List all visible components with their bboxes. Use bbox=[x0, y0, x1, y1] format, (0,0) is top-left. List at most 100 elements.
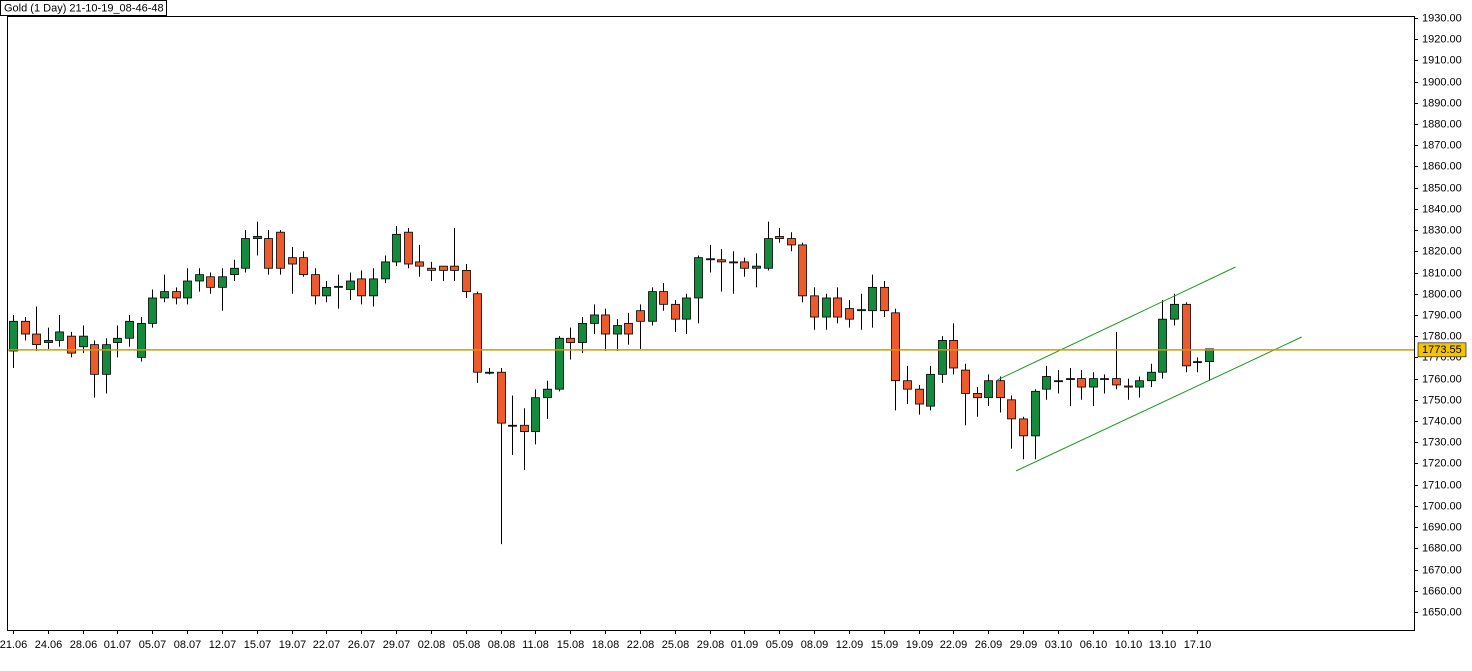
x-tick-label: 29.08 bbox=[697, 639, 725, 651]
candle-body bbox=[32, 333, 41, 346]
candle-body bbox=[1205, 348, 1214, 363]
candle-body bbox=[1182, 303, 1191, 367]
y-tick-label: 1880.00 bbox=[1422, 118, 1462, 130]
candle-body bbox=[1135, 380, 1144, 388]
candle-body bbox=[648, 291, 657, 322]
y-tick-label: 1660.00 bbox=[1422, 585, 1462, 597]
candle-body bbox=[439, 265, 448, 271]
candle-body bbox=[543, 388, 552, 399]
candle-body bbox=[113, 337, 122, 343]
y-tick-label: 1730.00 bbox=[1422, 436, 1462, 448]
candle-body bbox=[218, 276, 227, 288]
candle-body bbox=[520, 424, 529, 433]
x-tick-label: 15.07 bbox=[244, 639, 272, 651]
candle-body bbox=[334, 285, 343, 288]
candle-body bbox=[230, 267, 239, 276]
y-tick-label: 1760.00 bbox=[1422, 373, 1462, 385]
candle-body bbox=[102, 344, 111, 375]
x-tick-label: 15.08 bbox=[557, 639, 585, 651]
candle-body bbox=[183, 280, 192, 299]
y-tick-label: 1900.00 bbox=[1422, 76, 1462, 88]
x-tick-label: 05.07 bbox=[139, 639, 167, 651]
y-tick-label: 1800.00 bbox=[1422, 288, 1462, 300]
y-tick-label: 1650.00 bbox=[1422, 606, 1462, 618]
candle-body bbox=[195, 274, 204, 282]
candle-body bbox=[740, 261, 749, 269]
candle-body bbox=[636, 310, 645, 322]
x-tick-label: 08.07 bbox=[174, 639, 202, 651]
candle-body bbox=[160, 291, 169, 299]
y-tick-label: 1870.00 bbox=[1422, 139, 1462, 151]
candle-body bbox=[926, 373, 935, 407]
x-tick-label: 13.10 bbox=[1149, 639, 1177, 651]
candle-body bbox=[798, 244, 807, 297]
x-tick-label: 29.07 bbox=[383, 639, 411, 651]
y-tick-label: 1720.00 bbox=[1422, 457, 1462, 469]
y-tick-label: 1860.00 bbox=[1422, 160, 1462, 172]
candle-body bbox=[578, 323, 587, 343]
y-tick-label: 1780.00 bbox=[1422, 330, 1462, 342]
candle-body bbox=[880, 286, 889, 312]
candle-body bbox=[949, 339, 958, 369]
candle-body bbox=[833, 297, 842, 318]
x-tick-label: 29.09 bbox=[1010, 639, 1038, 651]
y-tick-label: 1700.00 bbox=[1422, 500, 1462, 512]
y-tick-label: 1670.00 bbox=[1422, 564, 1462, 576]
candle-body bbox=[1170, 303, 1179, 320]
x-tick-label: 26.07 bbox=[348, 639, 376, 651]
x-tick-label: 22.08 bbox=[627, 639, 655, 651]
candle-body bbox=[891, 312, 900, 382]
y-tick-label: 1710.00 bbox=[1422, 479, 1462, 491]
candle-body bbox=[404, 231, 413, 265]
y-tick-label: 1810.00 bbox=[1422, 267, 1462, 279]
candle-body bbox=[497, 371, 506, 424]
candle-body bbox=[601, 314, 610, 335]
x-tick-label: 19.09 bbox=[906, 639, 934, 651]
last-price-box bbox=[1417, 342, 1467, 358]
candle-body bbox=[555, 337, 564, 390]
candle-body bbox=[903, 380, 912, 390]
candle-body bbox=[1031, 390, 1040, 437]
candle-body bbox=[1077, 378, 1086, 388]
candle-body bbox=[682, 297, 691, 320]
candle-body bbox=[148, 297, 157, 324]
candle-body bbox=[1066, 378, 1075, 380]
candle-body bbox=[624, 323, 633, 335]
candle-body bbox=[392, 233, 401, 263]
x-tick-label: 08.09 bbox=[801, 639, 829, 651]
x-tick-label: 02.08 bbox=[418, 639, 446, 651]
x-tick-label: 11.08 bbox=[522, 639, 549, 651]
candle-body bbox=[938, 339, 947, 375]
candle-body bbox=[775, 236, 784, 239]
x-tick-label: 28.06 bbox=[70, 639, 98, 651]
x-tick-label: 12.07 bbox=[209, 639, 237, 651]
candle-body bbox=[973, 393, 982, 399]
y-tick-label: 1930.00 bbox=[1422, 12, 1462, 24]
candle-body bbox=[717, 259, 726, 263]
candle-body bbox=[566, 337, 575, 343]
y-tick-label: 1890.00 bbox=[1422, 97, 1462, 109]
x-tick-label: 25.08 bbox=[662, 639, 690, 651]
x-tick-label: 12.09 bbox=[836, 639, 864, 651]
title-box bbox=[0, 0, 167, 16]
candle-body bbox=[1158, 318, 1167, 373]
x-tick-label: 18.08 bbox=[592, 639, 620, 651]
candle-body bbox=[322, 286, 331, 297]
candle-body bbox=[21, 320, 30, 335]
trend-line bbox=[997, 266, 1236, 381]
candle-body bbox=[1089, 378, 1098, 388]
candle-body bbox=[79, 335, 88, 348]
candle-body bbox=[1100, 378, 1109, 381]
candle-body bbox=[659, 291, 668, 305]
y-tick-label: 1790.00 bbox=[1422, 309, 1462, 321]
candle-body bbox=[473, 293, 482, 373]
candle-body bbox=[822, 297, 831, 318]
x-tick-label: 05.09 bbox=[766, 639, 794, 651]
candle-body bbox=[787, 238, 796, 246]
y-tick-label: 1920.00 bbox=[1422, 33, 1462, 45]
y-tick-label: 1750.00 bbox=[1422, 394, 1462, 406]
candle-body bbox=[311, 274, 320, 297]
candle-body bbox=[1193, 361, 1202, 364]
candle-body bbox=[485, 371, 494, 374]
